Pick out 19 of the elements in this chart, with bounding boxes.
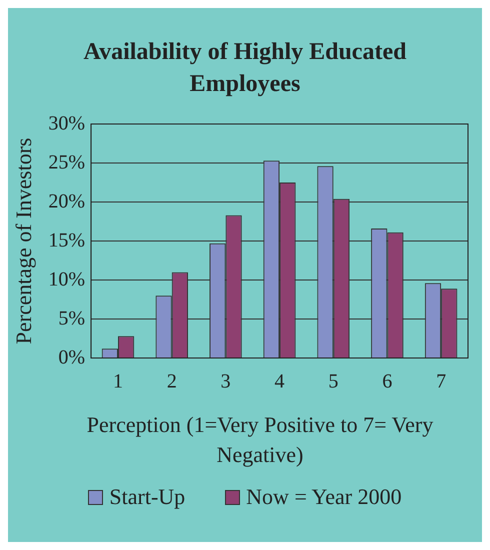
x-tick-label: 6 — [382, 370, 392, 392]
y-tick-label: 5% — [58, 307, 86, 330]
y-tick-label: 0% — [58, 346, 86, 368]
y-tick-label: 30% — [48, 112, 86, 134]
x-tick-label: 3 — [220, 370, 231, 392]
y-tick-label: 20% — [48, 190, 86, 212]
y-axis-title: Percentage of Investors — [10, 138, 36, 344]
x-tick-label: 1 — [112, 370, 123, 392]
y-tick-label: 10% — [48, 268, 86, 290]
x-tick-label: 4 — [274, 370, 285, 392]
legend-label: Start-Up — [108, 484, 186, 510]
x-axis-title: Perception (1=Very Positive to 7= Very Negative) — [86, 411, 434, 469]
y-tick-label: 15% — [48, 229, 86, 252]
legend-label: Now = Year 2000 — [245, 484, 402, 510]
x-tick-label: 7 — [436, 370, 446, 392]
chart-title: Availability of Highly Educated Employees — [82, 38, 408, 99]
x-tick-label: 2 — [166, 370, 177, 392]
x-tick-label: 5 — [328, 370, 338, 392]
y-tick-label: 25% — [48, 151, 86, 174]
